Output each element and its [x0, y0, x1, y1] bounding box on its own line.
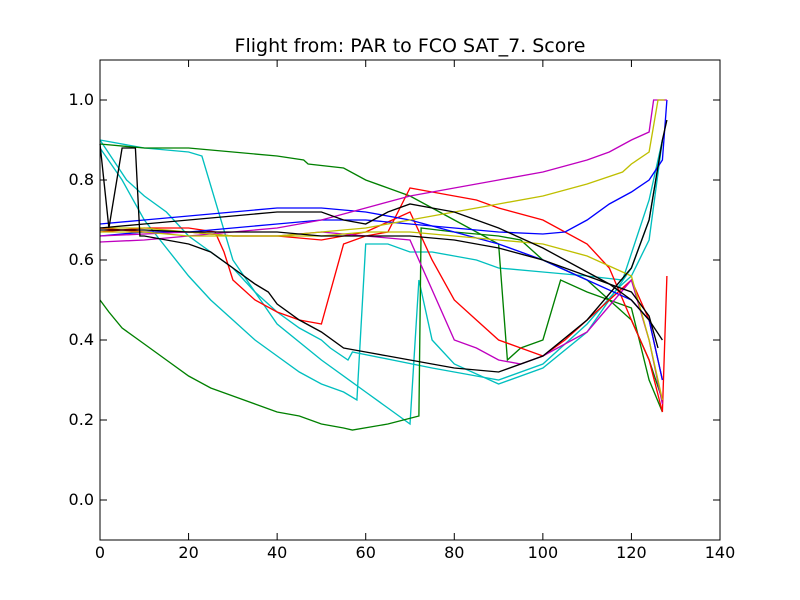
- chart-title: Flight from: PAR to FCO SAT_7. Score: [235, 35, 586, 57]
- series-layer: [99, 99, 668, 431]
- plot-frame: [99, 59, 721, 541]
- x-tick-label: 20: [178, 543, 198, 562]
- plot-area: [100, 60, 720, 540]
- series-line-10: [99, 99, 667, 243]
- y-tick-label: 0.8: [69, 170, 94, 189]
- x-tick-label: 120: [616, 543, 647, 562]
- x-tick-label: 40: [267, 543, 287, 562]
- y-tick-label: 0.0: [69, 490, 94, 509]
- series-line-13: [100, 227, 664, 401]
- x-tick-label: 80: [444, 543, 464, 562]
- tick-layer: 0 20 40 60 80 100 120 140 0.0 0.2 0.4 0.6 0.8 1.0: [69, 60, 736, 562]
- y-tick-label: 0.6: [69, 250, 94, 269]
- series-line-14: [99, 119, 668, 373]
- x-tick-label: 0: [95, 543, 105, 562]
- x-tick-label: 140: [705, 543, 736, 562]
- x-tick-label: 100: [528, 543, 559, 562]
- series-line-2: [99, 139, 664, 402]
- series-line-16: [100, 229, 659, 349]
- y-tick-label: 0.2: [69, 410, 94, 429]
- series-line-1: [99, 139, 664, 381]
- y-tick-label: 1.0: [69, 90, 94, 109]
- x-tick-label: 60: [356, 543, 376, 562]
- y-tick-label: 0.4: [69, 330, 94, 349]
- series-line-8: [99, 99, 668, 237]
